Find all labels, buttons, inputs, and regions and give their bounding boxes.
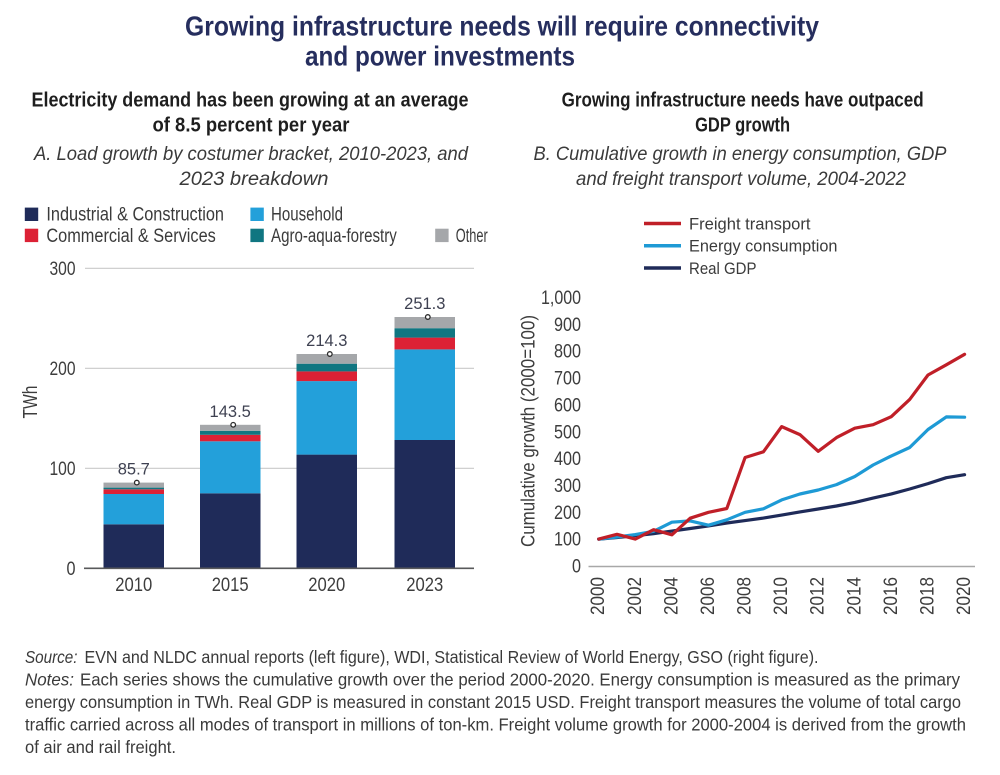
- svg-text:0: 0: [572, 557, 581, 578]
- svg-text:2000: 2000: [588, 577, 609, 615]
- svg-text:Cumulative growth (2000=100): Cumulative growth (2000=100): [519, 315, 540, 547]
- svg-text:Electricity demand has been gr: Electricity demand has been growing at a…: [32, 90, 469, 112]
- svg-text:900: 900: [554, 315, 581, 336]
- svg-text:0: 0: [67, 559, 76, 580]
- svg-text:Each series shows the cumulati: Each series shows the cumulative growth …: [80, 670, 960, 690]
- svg-text:85.7: 85.7: [118, 461, 150, 479]
- svg-text:800: 800: [554, 342, 581, 363]
- svg-text:Source:: Source:: [25, 647, 78, 667]
- svg-text:2008: 2008: [735, 577, 756, 615]
- svg-text:300: 300: [554, 476, 581, 497]
- svg-text:of 8.5 percent per year: of 8.5 percent per year: [153, 115, 350, 137]
- svg-text:2002: 2002: [625, 577, 646, 615]
- svg-text:A. Load growth by costumer bra: A. Load growth by costumer bracket, 2010…: [33, 143, 469, 165]
- svg-text:2015: 2015: [212, 575, 249, 596]
- svg-text:of air and rail freight.: of air and rail freight.: [25, 737, 176, 757]
- svg-text:2014: 2014: [844, 577, 865, 615]
- svg-text:143.5: 143.5: [210, 403, 251, 421]
- svg-text:Growing infrastructure needs w: Growing infrastructure needs will requir…: [185, 11, 819, 42]
- svg-text:1,000: 1,000: [541, 288, 581, 309]
- svg-text:energy consumption in TWh. Rea: energy consumption in TWh. Real GDP is m…: [25, 692, 961, 712]
- svg-text:2020: 2020: [954, 577, 975, 615]
- svg-text:2010: 2010: [771, 577, 792, 615]
- svg-text:214.3: 214.3: [306, 332, 347, 350]
- svg-text:2016: 2016: [881, 577, 902, 615]
- svg-text:2012: 2012: [808, 577, 829, 615]
- svg-text:2023 breakdown: 2023 breakdown: [178, 168, 328, 190]
- svg-text:traffic carried across all mod: traffic carried across all modes of tran…: [25, 715, 966, 735]
- svg-text:Notes:: Notes:: [25, 670, 74, 690]
- svg-text:Industrial & Construction: Industrial & Construction: [46, 205, 224, 226]
- svg-text:200: 200: [50, 359, 76, 380]
- svg-text:2010: 2010: [115, 575, 152, 596]
- svg-text:Agro-aqua-forestry: Agro-aqua-forestry: [271, 226, 397, 247]
- svg-text:2018: 2018: [918, 577, 939, 615]
- svg-text:EVN and NLDC annual reports (l: EVN and NLDC annual reports (left figure…: [85, 647, 819, 667]
- svg-text:Commercial & Services: Commercial & Services: [46, 226, 215, 247]
- svg-text:500: 500: [554, 422, 581, 443]
- svg-text:600: 600: [554, 395, 581, 416]
- svg-text:300: 300: [50, 259, 76, 280]
- svg-text:Energy consumption: Energy consumption: [689, 238, 838, 256]
- svg-text:2023: 2023: [406, 575, 443, 596]
- svg-text:2020: 2020: [308, 575, 345, 596]
- svg-text:200: 200: [554, 503, 581, 524]
- svg-text:Household: Household: [271, 205, 343, 226]
- svg-text:700: 700: [554, 369, 581, 390]
- svg-text:100: 100: [554, 530, 581, 551]
- svg-text:2006: 2006: [698, 577, 719, 615]
- svg-text:2004: 2004: [661, 577, 682, 615]
- svg-text:B. Cumulative growth in energy: B. Cumulative growth in energy consumpti…: [534, 143, 947, 165]
- svg-text:100: 100: [50, 459, 76, 480]
- svg-text:251.3: 251.3: [404, 295, 445, 313]
- svg-text:GDP growth: GDP growth: [695, 115, 790, 137]
- svg-text:and freight transport volume,: and freight transport volume, 2004-2022: [576, 168, 906, 190]
- svg-text:and power investments: and power investments: [305, 41, 575, 72]
- svg-text:Other: Other: [456, 226, 488, 247]
- svg-text:Real GDP: Real GDP: [689, 260, 757, 278]
- svg-text:TWh: TWh: [20, 386, 42, 419]
- svg-text:Freight transport: Freight transport: [689, 215, 811, 233]
- svg-text:Growing infrastructure needs h: Growing infrastructure needs have outpac…: [562, 90, 924, 112]
- svg-text:400: 400: [554, 449, 581, 470]
